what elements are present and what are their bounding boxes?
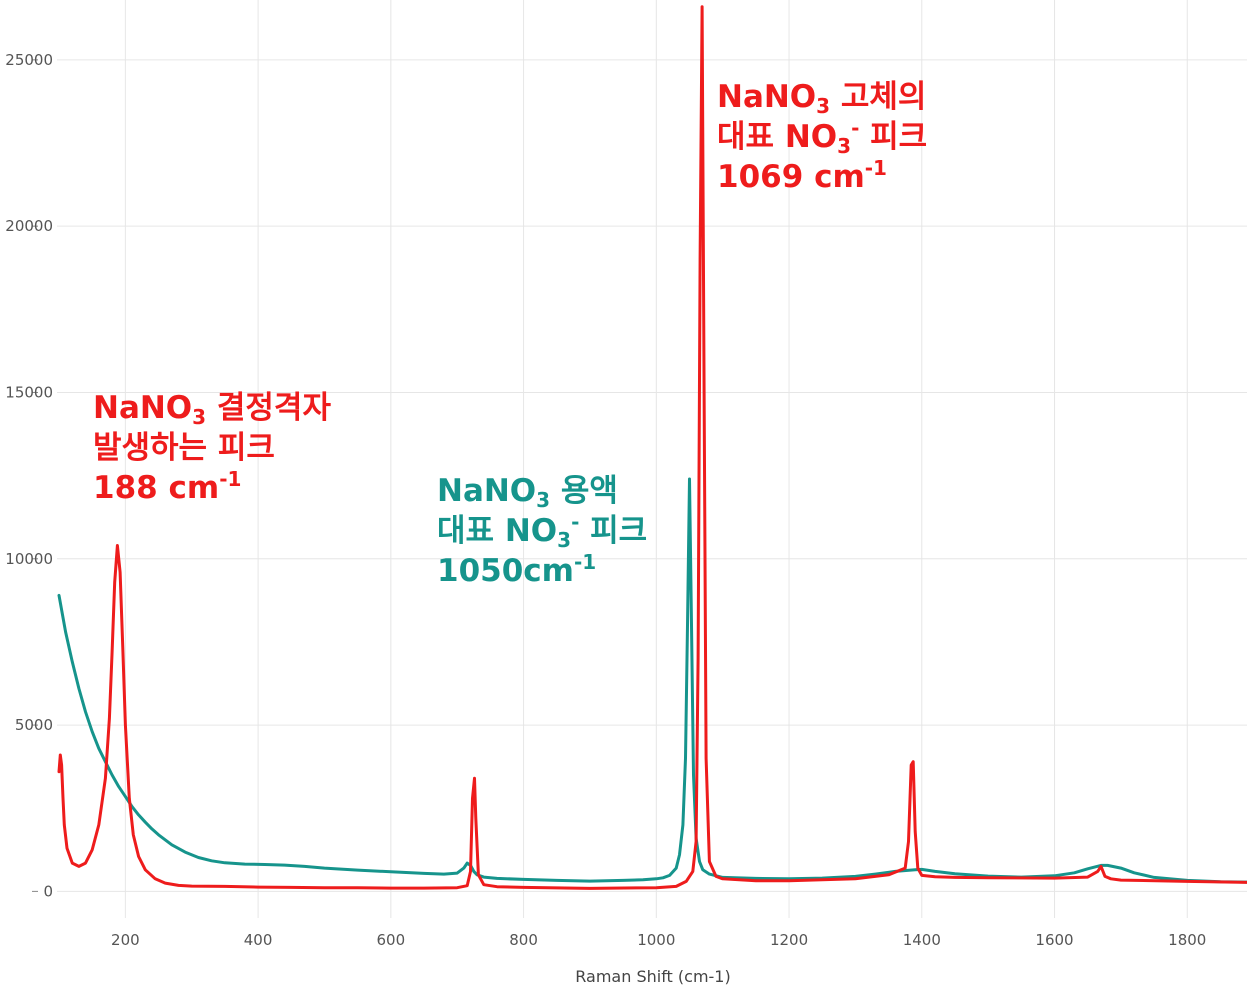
series-line-solid	[57, 5, 1247, 890]
y-tick-label: 10000	[5, 550, 53, 568]
x-tick-label: 1400	[903, 931, 941, 949]
series-lines	[57, 5, 1247, 890]
annotation-solid-title: 고체의	[830, 79, 927, 115]
annotation-lattice-peak: NaNO3 결정격자 발생하는 피크 188 cm-1	[93, 388, 331, 508]
annotation-solution-value-line: 1050cm-1	[437, 551, 647, 591]
annotation-solution-line1: NaNO3 용액	[437, 471, 647, 511]
x-tick-label: 1000	[637, 931, 675, 949]
annotation-solution-title: 용액	[550, 473, 618, 509]
annotation-solution-ion: 대표 NO	[437, 513, 558, 549]
series-line-solution	[57, 477, 1247, 884]
annotation-solid-ion: 대표 NO	[717, 119, 838, 155]
annotation-solution-line2: 대표 NO3- 피크	[437, 511, 647, 551]
x-tick-label: 200	[111, 931, 140, 949]
x-tick-label: 1600	[1035, 931, 1073, 949]
annotation-lattice-exponent: -1	[219, 467, 242, 491]
annotation-lattice-title: 결정격자	[206, 390, 331, 426]
annotation-solution-peak-word: 피크	[579, 513, 648, 549]
y-tick-label: 15000	[5, 383, 53, 401]
y-axis-ticks: 0 5000 10000 15000 20000 25000	[5, 51, 53, 901]
annotation-solid-value-line: 1069 cm-1	[717, 157, 927, 197]
annotation-lattice-value: 188 cm	[93, 470, 220, 506]
y-tick-label: 5000	[15, 716, 53, 734]
y-tick-label: 0	[43, 882, 53, 900]
annotation-solution-exponent: -1	[573, 550, 597, 574]
annotation-lattice-compound: NaNO	[93, 390, 193, 426]
x-tick-label: 400	[244, 931, 273, 949]
annotation-solution-compound: NaNO	[437, 473, 537, 509]
annotation-lattice-subscript: 3	[192, 405, 207, 429]
annotation-lattice-line1: NaNO3 결정격자	[93, 388, 331, 428]
annotation-solid-value: 1069 cm	[717, 159, 865, 195]
annotation-solution-subscript: 3	[536, 488, 551, 512]
x-tick-label: 1800	[1168, 931, 1206, 949]
annotation-lattice-value-line: 188 cm-1	[93, 468, 331, 508]
annotation-solution-value: 1050cm	[437, 553, 574, 589]
x-tick-label: 600	[377, 931, 406, 949]
annotation-solution-peak: NaNO3 용액 대표 NO3- 피크 1050cm-1	[437, 471, 647, 591]
annotation-solid-ion-charge: -	[851, 116, 860, 140]
annotation-solution-ion-charge: -	[571, 510, 580, 534]
y-tick-label: 20000	[5, 217, 53, 235]
annotation-solid-line1: NaNO3 고체의	[717, 77, 927, 117]
y-tick-label: 25000	[5, 51, 53, 69]
x-tick-label: 800	[509, 931, 538, 949]
annotation-lattice-line2: 발생하는 피크	[93, 430, 275, 466]
annotation-solid-compound: NaNO	[717, 79, 817, 115]
annotation-solid-subscript: 3	[816, 94, 831, 118]
x-axis-label: Raman Shift (cm-1)	[575, 967, 730, 986]
annotation-solid-line2: 대표 NO3- 피크	[717, 117, 927, 157]
annotation-solid-peak: NaNO3 고체의 대표 NO3- 피크 1069 cm-1	[717, 77, 927, 197]
gridlines	[57, 0, 1247, 918]
annotation-solid-exponent: -1	[864, 156, 887, 180]
x-axis-ticks: 200 400 600 800 1000 1200 1400 1600 1800	[111, 931, 1206, 949]
annotation-solution-ion-subscript: 3	[557, 528, 572, 552]
annotation-solid-peak-word: 피크	[859, 119, 928, 155]
x-tick-label: 1200	[770, 931, 808, 949]
annotation-solid-ion-subscript: 3	[837, 134, 852, 158]
